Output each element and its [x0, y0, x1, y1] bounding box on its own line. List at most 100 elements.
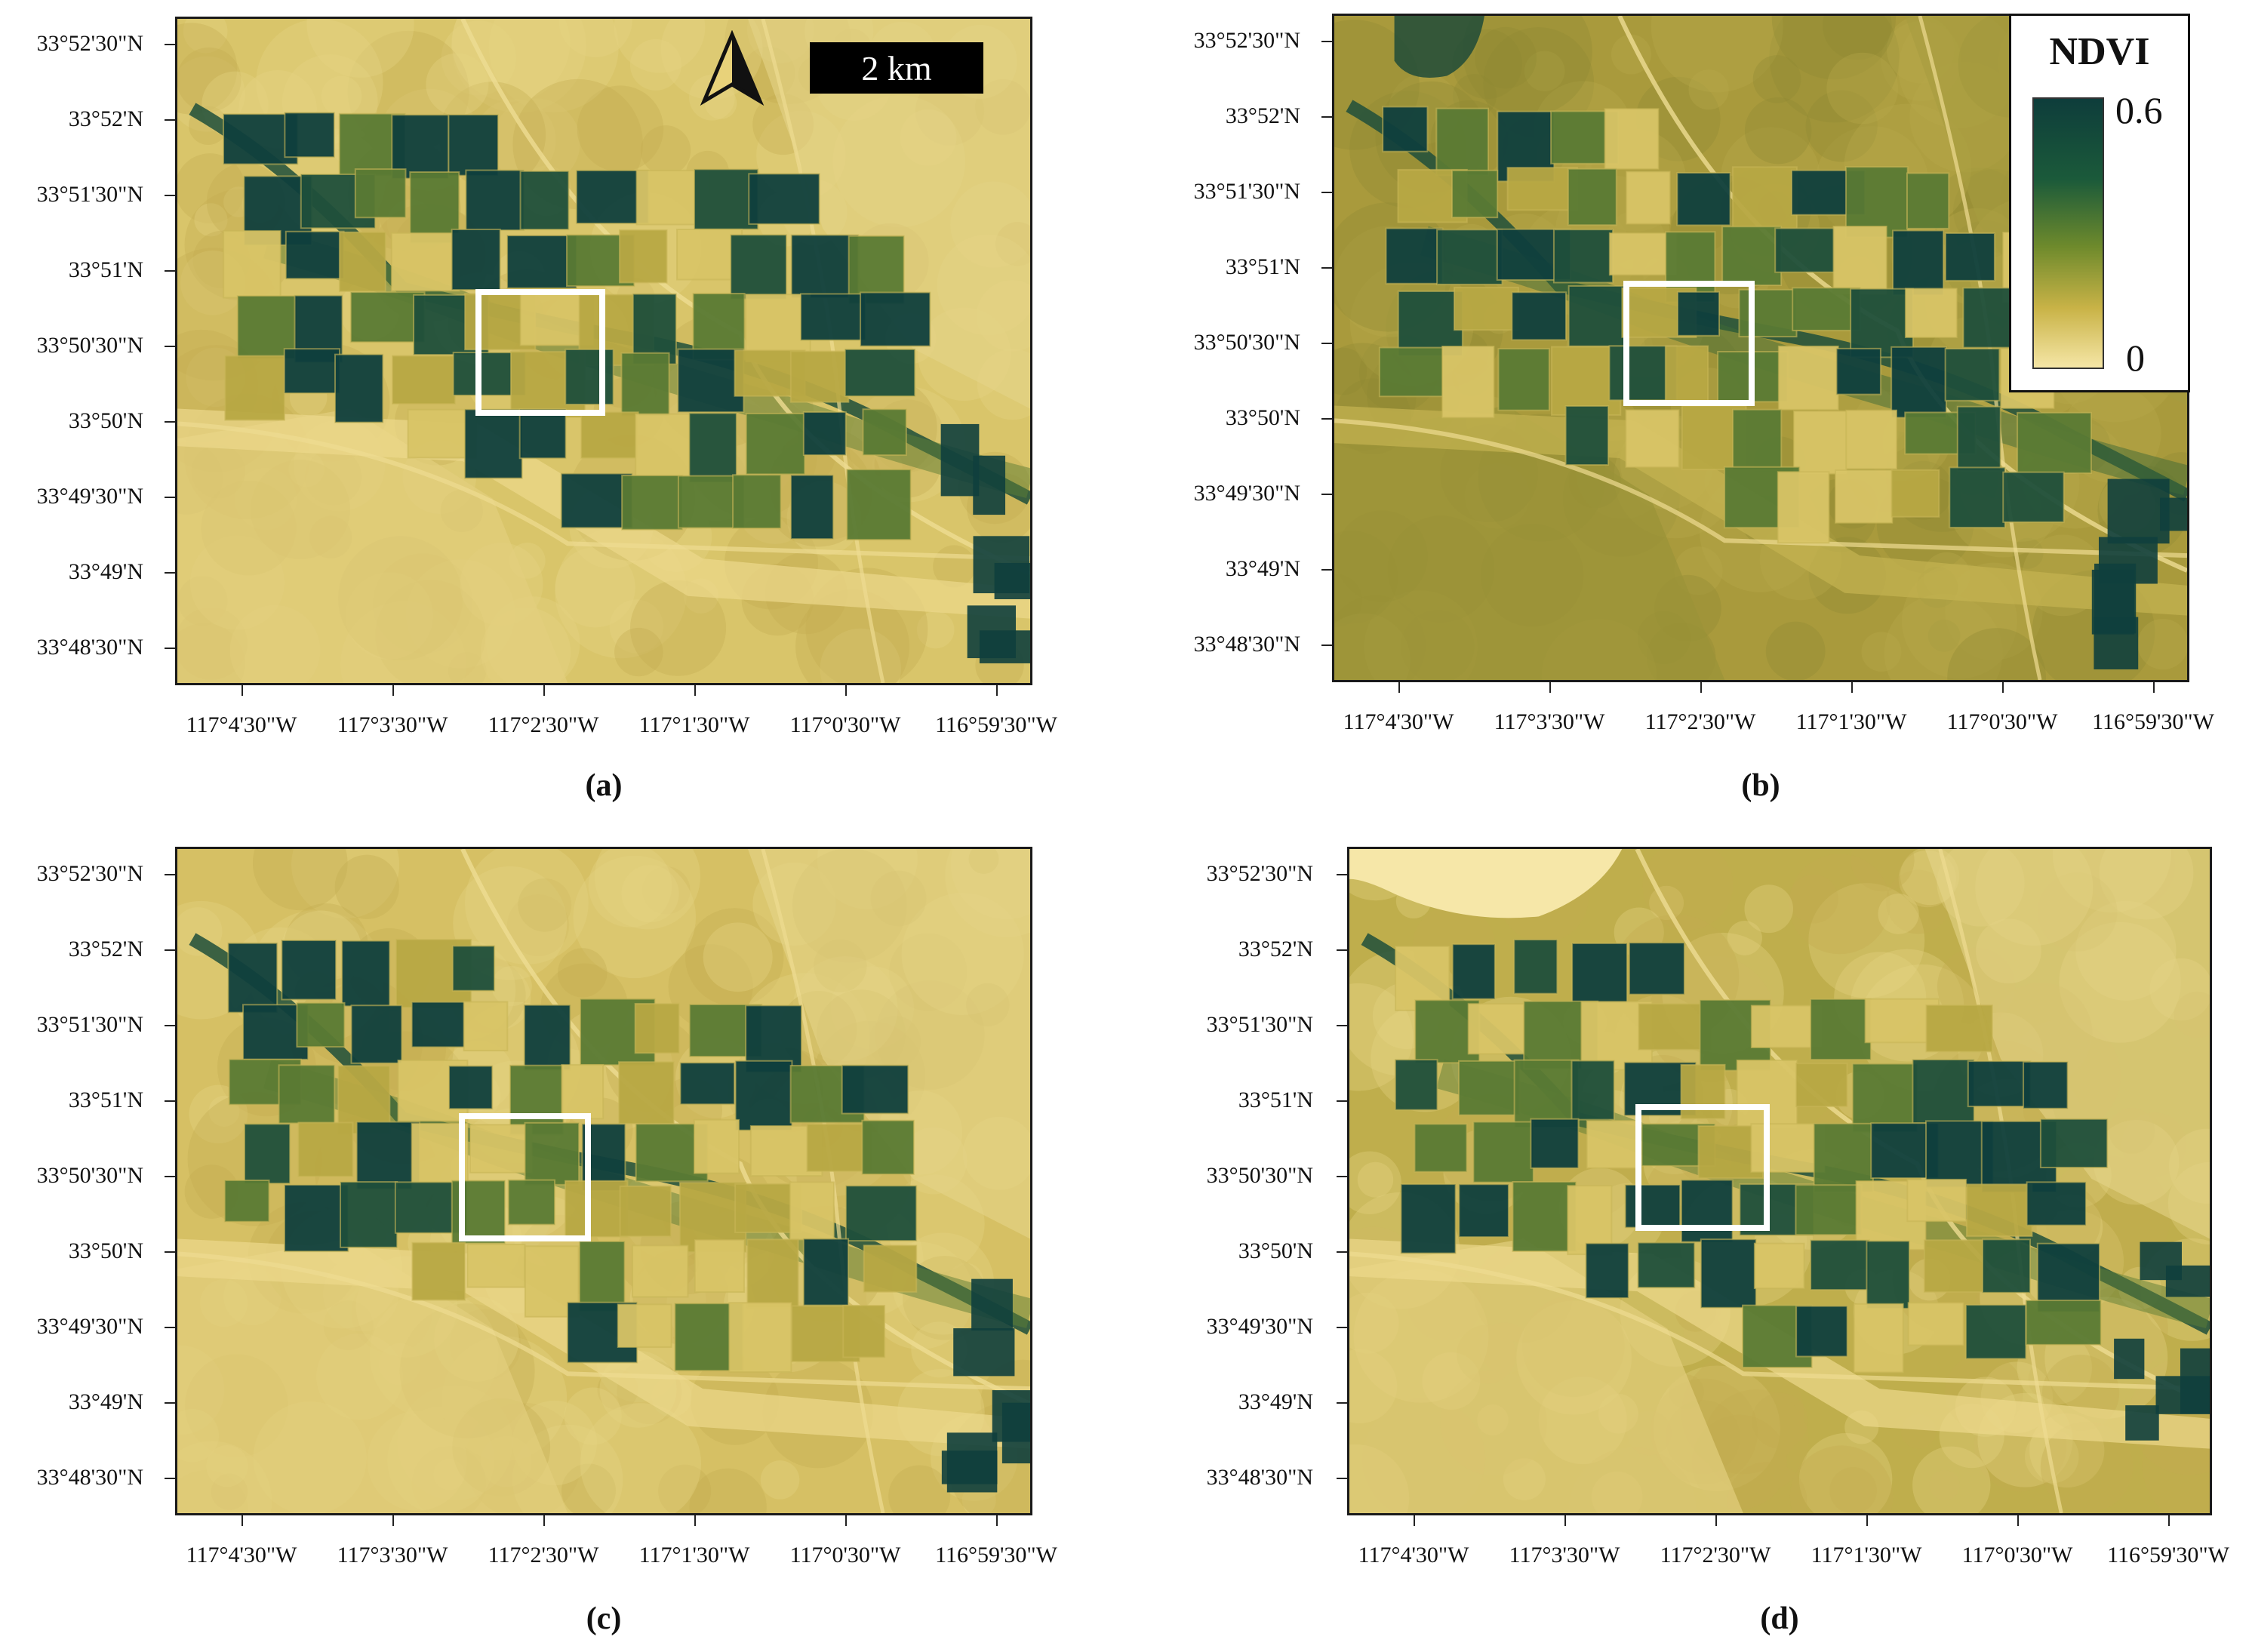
longitude-tick-mark — [845, 685, 847, 696]
longitude-tick-label: 117°4'30"W — [1343, 709, 1454, 734]
longitude-tick-mark — [2168, 1515, 2170, 1526]
ndvi-raster — [1334, 16, 2187, 680]
latitude-tick-mark — [165, 648, 175, 649]
latitude-tick-mark — [165, 1251, 175, 1253]
latitude-tick-label: 33°49'30"N — [36, 484, 143, 509]
longitude-tick-label: 117°4'30"W — [1358, 1543, 1469, 1567]
latitude-tick-mark — [1321, 418, 1332, 420]
latitude-tick-label: 33°50'30"N — [36, 333, 143, 358]
longitude-tick-mark — [1851, 682, 1853, 693]
longitude-tick-label: 116°59'30"W — [935, 712, 1057, 737]
legend-title: NDVI — [2049, 30, 2150, 73]
latitude-tick-label: 33°50'30"N — [1193, 330, 1300, 355]
longitude-tick-mark — [1398, 682, 1400, 693]
longitude-tick-label: 117°3'30"W — [337, 1543, 448, 1567]
longitude-tick-mark — [242, 1515, 243, 1526]
latitude-tick-mark — [1321, 494, 1332, 495]
latitude-tick-mark — [165, 874, 175, 875]
longitude-tick-label: 117°2'30"W — [488, 1543, 599, 1567]
longitude-tick-mark — [242, 685, 243, 696]
latitude-tick-mark — [1321, 41, 1332, 42]
longitude-tick-mark — [1715, 1515, 1717, 1526]
longitude-tick-label: 117°0'30"W — [789, 712, 901, 737]
latitude-tick-mark — [165, 497, 175, 498]
latitude-tick-mark — [165, 44, 175, 45]
latitude-tick-label: 33°52'N — [68, 937, 143, 961]
longitude-tick-mark — [1414, 1515, 1415, 1526]
latitude-tick-label: 33°50'N — [1238, 1238, 1313, 1263]
longitude-tick-label: 117°0'30"W — [1961, 1543, 2073, 1567]
north-arrow-icon — [698, 29, 766, 106]
longitude-tick-mark — [1700, 682, 1702, 693]
latitude-tick-mark — [165, 346, 175, 347]
latitude-tick-mark — [1337, 1251, 1347, 1253]
latitude-tick-label: 33°52'N — [1225, 103, 1300, 128]
longitude-tick-mark — [543, 685, 545, 696]
latitude-tick-label: 33°50'N — [68, 408, 143, 433]
latitude-tick-mark — [1337, 949, 1347, 951]
latitude-tick-mark — [165, 1327, 175, 1328]
longitude-tick-label: 116°59'30"W — [2092, 709, 2214, 734]
longitude-tick-mark — [996, 1515, 998, 1526]
latitude-tick-label: 33°49'N — [1225, 556, 1300, 581]
ndvi-map-c — [175, 847, 1032, 1515]
latitude-tick-label: 33°50'N — [1225, 405, 1300, 430]
longitude-tick-label: 117°1'30"W — [638, 1543, 750, 1567]
longitude-tick-label: 117°2'30"W — [488, 712, 599, 737]
latitude-tick-label: 33°52'30"N — [1206, 861, 1313, 886]
longitude-tick-mark — [2153, 682, 2155, 693]
latitude-tick-label: 33°51'30"N — [36, 182, 143, 207]
latitude-tick-mark — [1321, 644, 1332, 646]
latitude-tick-mark — [165, 270, 175, 272]
latitude-tick-mark — [1337, 1478, 1347, 1479]
longitude-tick-label: 117°3'30"W — [1494, 709, 1605, 734]
longitude-tick-mark — [2002, 682, 2004, 693]
latitude-tick-mark — [1321, 192, 1332, 193]
longitude-tick-label: 117°1'30"W — [1795, 709, 1907, 734]
longitude-tick-label: 117°4'30"W — [186, 1543, 297, 1567]
latitude-tick-label: 33°51'30"N — [1193, 179, 1300, 204]
latitude-tick-label: 33°51'N — [1238, 1087, 1313, 1112]
latitude-tick-label: 33°48'30"N — [36, 635, 143, 660]
latitude-tick-label: 33°52'30"N — [36, 31, 143, 56]
latitude-tick-label: 33°48'30"N — [36, 1465, 143, 1490]
longitude-tick-mark — [392, 1515, 394, 1526]
latitude-tick-mark — [165, 572, 175, 574]
legend-min-label: 0 — [2126, 337, 2145, 379]
longitude-tick-mark — [694, 1515, 696, 1526]
roi-box-a — [475, 289, 605, 416]
latitude-tick-mark — [165, 949, 175, 951]
roi-box-d — [1635, 1104, 1770, 1231]
ndvi-map-b — [1332, 14, 2189, 682]
latitude-tick-label: 33°52'30"N — [36, 861, 143, 886]
latitude-tick-mark — [165, 1478, 175, 1479]
roi-box-c — [459, 1113, 591, 1241]
latitude-tick-mark — [165, 421, 175, 423]
longitude-tick-label: 117°0'30"W — [789, 1543, 901, 1567]
latitude-tick-mark — [1337, 1402, 1347, 1404]
latitude-tick-mark — [165, 1100, 175, 1102]
longitude-tick-mark — [543, 1515, 545, 1526]
ndvi-legend: NDVI 0.6 0 — [2009, 14, 2190, 392]
latitude-tick-mark — [1337, 1025, 1347, 1026]
latitude-tick-label: 33°49'30"N — [1206, 1314, 1313, 1339]
longitude-tick-label: 116°59'30"W — [935, 1543, 1057, 1567]
legend-color-ramp — [2032, 97, 2104, 369]
latitude-tick-mark — [1337, 1176, 1347, 1177]
longitude-tick-label: 117°2'30"W — [1644, 709, 1756, 734]
latitude-tick-mark — [165, 1402, 175, 1404]
latitude-tick-mark — [165, 1176, 175, 1177]
longitude-tick-label: 117°0'30"W — [1946, 709, 2058, 734]
longitude-tick-label: 117°2'30"W — [1660, 1543, 1771, 1567]
longitude-tick-label: 117°3'30"W — [1509, 1543, 1620, 1567]
longitude-tick-mark — [1866, 1515, 1868, 1526]
longitude-tick-mark — [845, 1515, 847, 1526]
latitude-tick-label: 33°52'N — [68, 106, 143, 131]
latitude-tick-label: 33°50'N — [68, 1238, 143, 1263]
roi-box-b — [1623, 281, 1755, 406]
latitude-tick-label: 33°51'30"N — [36, 1012, 143, 1037]
latitude-tick-label: 33°49'N — [68, 1389, 143, 1414]
longitude-tick-mark — [1549, 682, 1551, 693]
latitude-tick-label: 33°49'30"N — [36, 1314, 143, 1339]
latitude-tick-mark — [1321, 116, 1332, 118]
